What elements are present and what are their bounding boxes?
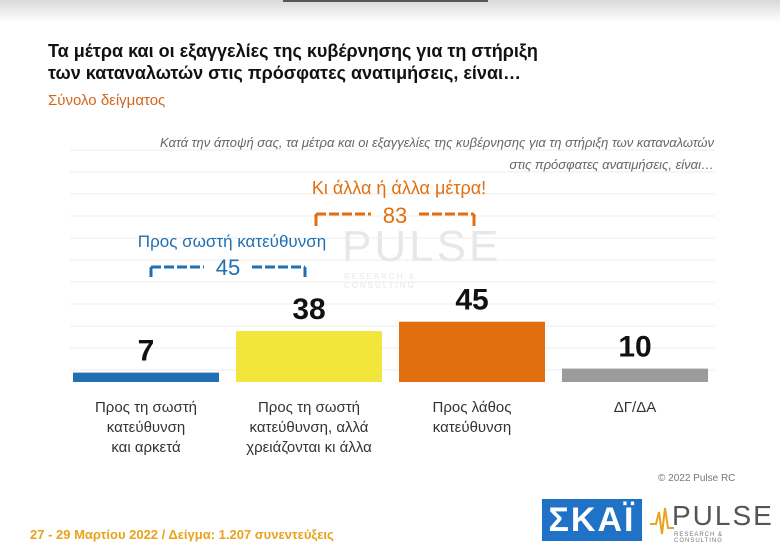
- pulse-logo-sub: RESEARCH & CONSULTING: [674, 532, 724, 544]
- category-label-2: Προς λάθος κατεύθυνση: [433, 399, 512, 436]
- pulse-logo: PULSE RESEARCH & CONSULTING: [650, 500, 772, 544]
- bar-2: [399, 321, 545, 382]
- category-label-0-line-0: Προς τη σωστή: [95, 399, 197, 416]
- footer-date-sample: 27 - 29 Μαρτίου 2022 / Δείγμα: 1.207 συν…: [30, 527, 334, 542]
- watermark-name: PULSE: [342, 222, 502, 271]
- top-line: [283, 0, 488, 2]
- category-label-0-line-1: κατεύθυνση: [107, 419, 185, 436]
- category-label-1-line-2: χρειάζονται κι άλλα: [246, 439, 372, 456]
- chart-title: Τα μέτρα και οι εξαγγελίες της κυβέρνηση…: [48, 40, 608, 84]
- skai-logo: ΣΚΑΪ: [542, 499, 642, 541]
- bar-value-label-3: 10: [618, 331, 651, 364]
- group-value-1: 83: [383, 203, 407, 228]
- category-label-2-line-0: Προς λάθος: [433, 399, 512, 416]
- question-line-2: στις πρόσφατες ανατιμήσεις, είναι…: [509, 157, 714, 172]
- title-line-1: Τα μέτρα και οι εξαγγελίες της κυβέρνηση…: [48, 41, 538, 61]
- category-label-0: Προς τη σωστή κατεύθυνση και αρκετά: [95, 399, 197, 456]
- bar-value-label-1: 38: [292, 293, 325, 326]
- question-line-1: Κατά την άποψή σας, τα μέτρα και οι εξαγ…: [160, 135, 714, 150]
- category-label-1: Προς τη σωστή κατεύθυνση, αλλά χρειάζονται…: [246, 399, 372, 456]
- title-line-2: των καταναλωτών στις πρόσφατες ανατιμήσε…: [48, 63, 522, 83]
- category-label-3-line-0: ΔΓ/ΔΑ: [614, 399, 656, 416]
- top-bar: [0, 0, 780, 22]
- bar-1: [236, 331, 382, 382]
- group-label-0: Προς σωστή κατεύθυνση: [138, 232, 326, 251]
- pulse-wave-icon: [650, 507, 674, 535]
- category-label-3: ΔΓ/ΔΑ: [614, 399, 656, 416]
- pulse-logo-name: PULSE: [672, 500, 774, 531]
- group-value-0: 45: [216, 255, 240, 280]
- watermark-sub: RESEARCH & CONSULTING: [344, 272, 417, 290]
- category-label-1-line-0: Προς τη σωστή: [258, 399, 360, 416]
- copyright-text: © 2022 Pulse RC: [658, 473, 736, 484]
- category-label-0-line-2: και αρκετά: [111, 439, 181, 456]
- group-label-1: Κι άλλα ή άλλα μέτρα!: [312, 178, 486, 198]
- category-label-1-line-1: κατεύθυνση, αλλά: [250, 419, 369, 436]
- bar-0: [73, 372, 219, 382]
- pulse-watermark: PULSE RESEARCH & CONSULTING: [330, 222, 498, 290]
- bar-value-label-2: 45: [455, 284, 488, 317]
- chart-subtitle: Σύνολο δείγματος: [48, 92, 166, 109]
- question-text: Κατά την άποψή σας, τα μέτρα και οι εξαγ…: [60, 132, 714, 176]
- bar-value-label-0: 7: [138, 335, 155, 368]
- category-label-2-line-1: κατεύθυνση: [433, 419, 511, 436]
- bar-3: [562, 368, 708, 382]
